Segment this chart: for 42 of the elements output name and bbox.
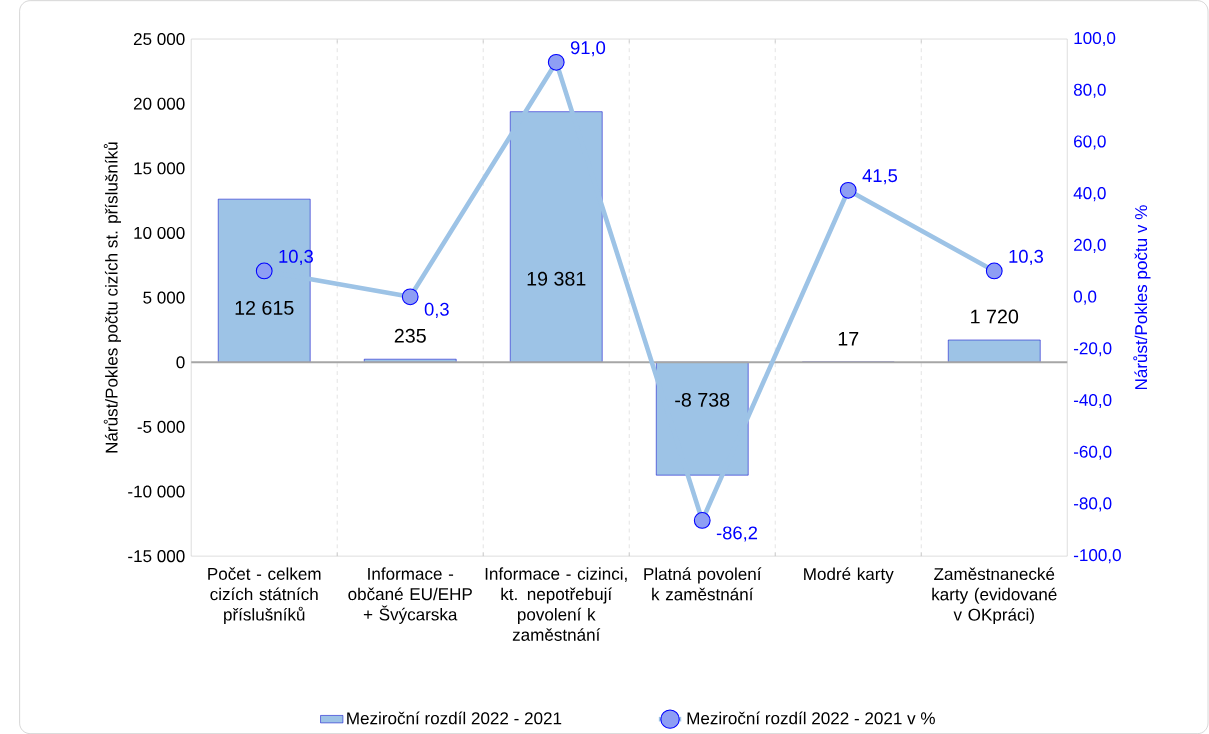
y2-tick-label: 100,0 — [1074, 31, 1116, 46]
y-tick-label: 15 000 — [134, 162, 185, 175]
data-label: 1 720 — [971, 309, 1019, 324]
y-tick-label: -10 000 — [128, 485, 185, 498]
y2-tick-label: 40,0 — [1073, 186, 1106, 202]
y2-tick-label: -60,0 — [1073, 445, 1112, 460]
y-tick-label: 25 000 — [133, 32, 185, 45]
y2-tick-label: 80,0 — [1073, 83, 1106, 98]
y-tick-label: 20 000 — [133, 97, 185, 110]
data-label: 235 — [394, 328, 426, 343]
data-label: 0,3 — [424, 302, 449, 318]
data-label: -8 738 — [675, 392, 730, 407]
data-label: -86,2 — [716, 526, 758, 542]
x-tick-label: Počet - celkem cizích státních příslušníků — [208, 567, 321, 624]
data-label: 12 615 — [235, 300, 294, 315]
data-label: 19 381 — [527, 271, 586, 286]
x-tick-label: Modré karty — [804, 567, 894, 584]
y2-tick-label: -80,0 — [1073, 497, 1112, 512]
data-label: 91,0 — [570, 41, 606, 57]
data-label: 17 — [838, 331, 859, 346]
y-tick-label: 0 — [176, 356, 185, 369]
data-label: 41,5 — [862, 169, 898, 185]
legend-label: Meziroční rozdíl 2022 - 2021 v % — [687, 711, 935, 725]
y-tick-label: 5 000 — [143, 291, 185, 304]
y2-tick-label: 0,0 — [1073, 290, 1097, 305]
y2-tick-label: -100,0 — [1073, 548, 1121, 564]
y2-axis-title: Nárůst/Pokles počtu v % — [1133, 205, 1151, 389]
data-label: 10,3 — [279, 249, 313, 265]
x-tick-label: Informace - cizinci, kt. nepotřebují povolení k zaměstnání — [485, 567, 627, 641]
y2-tick-label: 60,0 — [1074, 135, 1106, 150]
data-label: 10,3 — [1009, 249, 1044, 265]
y2-tick-label: 20,0 — [1074, 238, 1106, 253]
y-tick-label: -15 000 — [128, 549, 185, 563]
y-axis-title: Nárůst/Pokles počtu cizích st. příslušníků — [103, 142, 122, 453]
x-tick-label: Zaměstnanecké karty (evidované v OKpráci) — [932, 567, 1057, 624]
legend-label: Meziroční rozdíl 2022 - 2021 — [347, 711, 562, 725]
y-tick-label: -5 000 — [137, 420, 185, 433]
y2-tick-label: -20,0 — [1073, 342, 1112, 357]
y2-tick-label: -40,0 — [1073, 393, 1112, 408]
x-tick-label: Informace - občané EU/EHP + Švýcarska — [348, 567, 472, 624]
x-tick-label: Platná povolení k zaměstnání — [644, 567, 762, 601]
y-tick-label: 10 000 — [134, 226, 185, 239]
